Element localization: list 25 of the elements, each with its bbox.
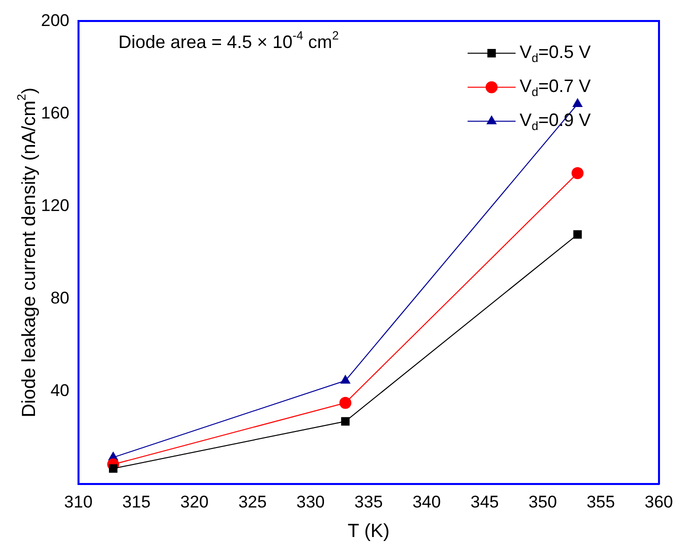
- y-tick-label: 200: [40, 10, 70, 30]
- x-tick-label: 340: [412, 492, 441, 512]
- point: [573, 230, 582, 239]
- y-tick-label: 160: [40, 103, 70, 122]
- y-tick-label: 40: [50, 380, 70, 400]
- x-axis-title: T (K): [348, 520, 390, 542]
- point: [572, 167, 584, 180]
- x-tick-label: 310: [64, 492, 93, 512]
- point: [340, 374, 351, 384]
- point: [339, 396, 352, 409]
- x-tick-label: 315: [122, 492, 151, 512]
- y-tick-label: 80: [50, 288, 70, 308]
- x-tick-label: 320: [180, 492, 209, 512]
- x-tick-label: 325: [238, 492, 267, 512]
- x-tick-label: 350: [528, 492, 557, 512]
- x-tick-label: 355: [586, 492, 615, 512]
- x-tick-label: 335: [354, 492, 383, 512]
- point: [572, 98, 583, 108]
- y-axis-title: Diode leakage current density (nA/cm2): [14, 88, 40, 418]
- x-tick-label: 330: [296, 492, 325, 512]
- x-tick-label: 360: [644, 492, 674, 512]
- y-tick-label: 120: [40, 196, 70, 215]
- point: [108, 464, 118, 473]
- point: [341, 417, 350, 426]
- x-tick-label: 345: [470, 492, 499, 512]
